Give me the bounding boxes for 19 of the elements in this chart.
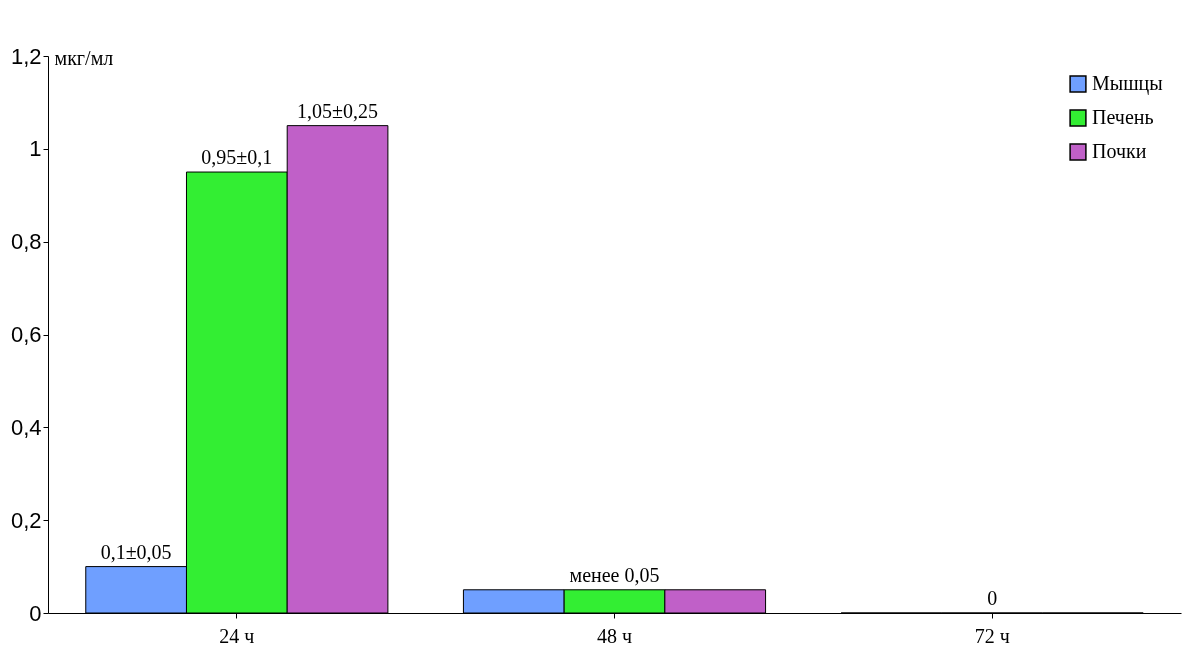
y-tick-label: 0,8 (10, 229, 42, 255)
y-tick-label: 1,2 (10, 43, 42, 69)
x-tick-label: 24 ч (219, 624, 255, 647)
data-label: 0 (987, 587, 998, 609)
y-tick-label: 0,2 (10, 507, 42, 533)
x-tick-label: 72 ч (974, 624, 1010, 647)
legend-label: Мышцы (1092, 72, 1163, 95)
data-label: 0,95±0,1 (201, 146, 273, 169)
data-label: 0,1±0,05 (100, 540, 172, 563)
y-tick-label: 0,4 (10, 414, 42, 440)
y-tick-label: 0 (29, 600, 42, 626)
legend-label: Печень (1092, 106, 1154, 128)
legend-label: Почки (1092, 140, 1147, 162)
x-tick-label: 48 ч (596, 624, 633, 647)
data-label: менее 0,05 (569, 563, 660, 586)
y-axis-title: мкг/мл (54, 46, 114, 69)
y-tick-label: 1 (29, 136, 42, 162)
y-tick-label: 0,6 (10, 322, 42, 347)
data-label: 1,05±0,25 (297, 99, 379, 122)
